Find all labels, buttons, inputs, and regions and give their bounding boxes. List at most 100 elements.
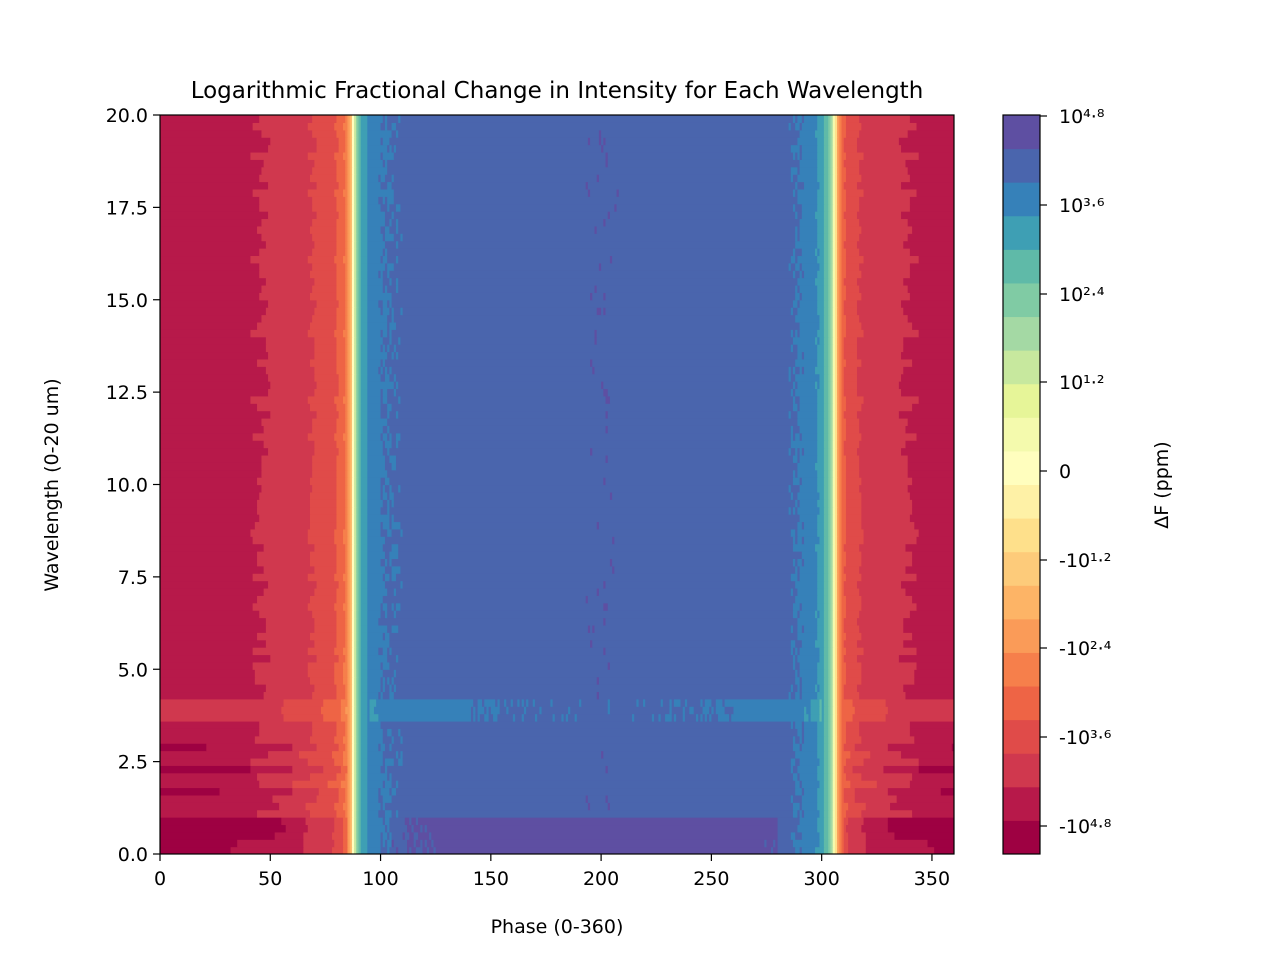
heatmap-cell <box>834 321 838 330</box>
heatmap-cell <box>823 248 829 257</box>
heatmap-cell <box>773 846 779 854</box>
heatmap-cell <box>338 373 346 382</box>
heatmap-cell <box>347 432 351 441</box>
heatmap-cell <box>382 632 386 641</box>
heatmap-cell <box>314 307 338 316</box>
heatmap-cell <box>834 122 838 131</box>
heatmap-cell <box>797 417 818 426</box>
heatmap-cell <box>265 336 315 345</box>
heatmap-cell <box>609 661 794 670</box>
heatmap-cell <box>837 137 840 146</box>
heatmap-cell <box>400 580 404 589</box>
heatmap-cell <box>907 484 954 493</box>
heatmap-cell <box>843 639 858 648</box>
heatmap-cell <box>367 203 382 212</box>
heatmap-cell <box>790 373 796 382</box>
heatmap-cell <box>384 233 395 242</box>
heatmap-cell <box>841 809 847 818</box>
heatmap-cell <box>837 462 840 471</box>
heatmap-cell <box>839 499 843 508</box>
heatmap-cell <box>349 684 353 693</box>
heatmap-cell <box>841 336 845 345</box>
heatmap-cell <box>596 329 792 338</box>
heatmap-cell <box>861 824 889 833</box>
heatmap-cell <box>160 196 260 205</box>
heatmap-cell <box>351 262 355 271</box>
heatmap-cell <box>347 284 351 293</box>
heatmap-cell <box>837 713 840 722</box>
heatmap-cell <box>828 203 832 212</box>
heatmap-cell <box>495 698 499 707</box>
heatmap-cell <box>797 824 818 833</box>
heatmap-cell <box>345 514 349 523</box>
heatmap-cell <box>351 181 355 190</box>
heatmap-cell <box>237 839 304 848</box>
heatmap-cell <box>861 491 911 500</box>
heatmap-cell <box>912 772 954 781</box>
heatmap-cell <box>830 307 834 316</box>
heatmap-cell <box>347 817 351 826</box>
heatmap-cell <box>795 676 801 685</box>
heatmap-cell <box>356 499 360 508</box>
heatmap-cell <box>839 706 843 715</box>
heatmap-cell <box>347 425 351 434</box>
heatmap-cell <box>351 174 355 183</box>
heatmap-cell <box>792 188 796 197</box>
heatmap-cell <box>345 159 349 168</box>
heatmap-cell <box>345 373 349 382</box>
heatmap-cell <box>351 203 355 212</box>
x-tick-label: 150 <box>473 868 509 890</box>
heatmap-cell <box>160 425 265 434</box>
heatmap-cell <box>898 654 954 663</box>
heatmap-cell <box>349 661 353 670</box>
heatmap-cell <box>160 292 260 301</box>
heatmap-cell <box>823 174 829 183</box>
heatmap-cell <box>309 225 338 234</box>
heatmap-cell <box>356 122 360 131</box>
heatmap-cell <box>268 750 300 759</box>
heatmap-cell <box>819 491 825 500</box>
heatmap-cell <box>841 647 847 656</box>
heatmap-cell <box>252 122 309 131</box>
heatmap-cell <box>160 528 252 537</box>
heatmap-cell <box>360 757 368 766</box>
heatmap-cell <box>594 336 598 345</box>
heatmap-cell <box>347 735 351 744</box>
heatmap-cell <box>605 647 792 656</box>
heatmap-cell <box>279 802 307 811</box>
heatmap-cell <box>817 188 825 197</box>
heatmap-cell <box>261 462 313 471</box>
heatmap-cell <box>841 632 847 641</box>
heatmap-cell <box>828 698 832 707</box>
heatmap-cell <box>497 713 514 722</box>
heatmap-cell <box>605 292 796 301</box>
heatmap-cell <box>823 292 829 301</box>
heatmap-cell <box>360 425 368 434</box>
heatmap-cell <box>349 225 353 234</box>
heatmap-cell <box>314 440 338 449</box>
heatmap-cell <box>367 514 390 523</box>
heatmap-cell <box>367 462 386 471</box>
heatmap-cell <box>384 565 393 574</box>
heatmap-cell <box>354 624 357 633</box>
heatmap-cell <box>817 395 825 404</box>
heatmap-cell <box>788 506 792 515</box>
heatmap-cell <box>382 691 390 700</box>
heatmap-cell <box>795 262 801 271</box>
heatmap-cell <box>845 403 862 412</box>
heatmap-cell <box>334 151 344 160</box>
heatmap-cell <box>309 772 338 781</box>
heatmap-cell <box>792 270 796 279</box>
heatmap-cell <box>398 225 596 234</box>
heatmap-cell <box>160 713 285 722</box>
heatmap-cell <box>523 698 527 707</box>
heatmap-cell <box>360 750 368 759</box>
heatmap-cell <box>841 395 847 404</box>
heatmap-cell <box>360 329 368 338</box>
heatmap-cell <box>823 255 829 264</box>
heatmap-cell <box>393 211 609 220</box>
heatmap-cell <box>380 366 384 375</box>
heatmap-cell <box>837 351 840 360</box>
heatmap-cell <box>360 159 368 168</box>
heatmap-cell <box>823 698 829 707</box>
